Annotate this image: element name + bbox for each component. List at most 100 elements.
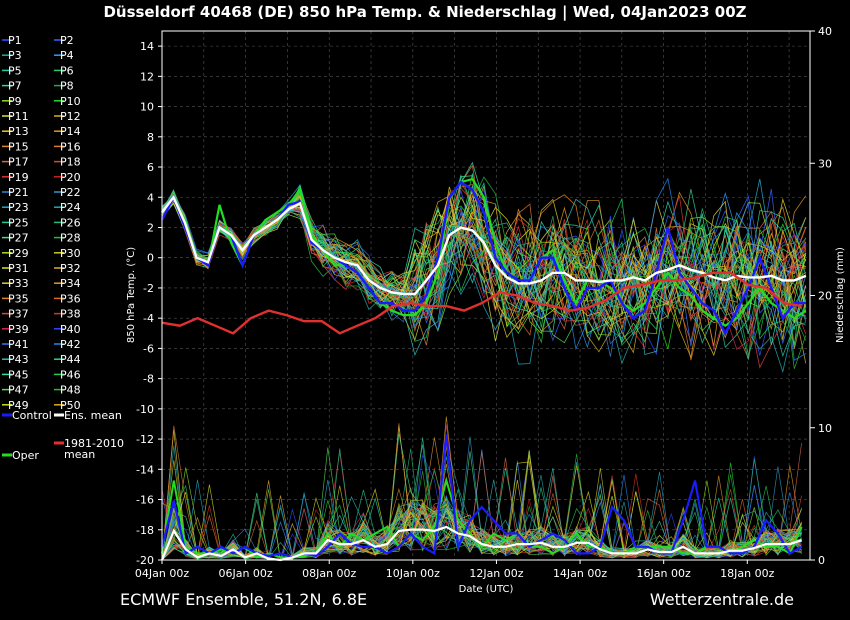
legend-label-P18: P18 — [60, 156, 81, 169]
climate-temp-line — [161, 271, 802, 335]
legend-label-P46: P46 — [60, 368, 81, 381]
legend-label-P4: P4 — [60, 49, 74, 62]
y-tick-label: -4 — [143, 312, 154, 325]
y-tick-label: -18 — [136, 524, 154, 537]
legend-label-P32: P32 — [60, 262, 81, 275]
footer-site: Wetterzentrale.de — [650, 590, 794, 609]
y-tick-label: 10 — [140, 101, 154, 114]
x-tick-label: 14Jan 00z — [553, 567, 607, 580]
legend-label-P3: P3 — [8, 49, 22, 62]
legend-label-P11: P11 — [8, 110, 29, 123]
y-tick-label: -16 — [136, 494, 154, 507]
legend-label-P23: P23 — [8, 201, 29, 214]
y2-tick-label: 10 — [818, 422, 832, 435]
member-precip-line-P47 — [161, 447, 802, 561]
legend-label-P16: P16 — [60, 140, 81, 153]
legend-label-P15: P15 — [8, 140, 29, 153]
precip-series — [160, 416, 803, 562]
legend-label-P27: P27 — [8, 232, 29, 245]
legend-label-P37: P37 — [8, 308, 29, 321]
control-precip-line — [160, 434, 803, 559]
y2-tick-label: 40 — [818, 25, 832, 38]
y-tick-label: -2 — [143, 282, 154, 295]
legend-label-P48: P48 — [60, 384, 81, 397]
x-tick-label: 08Jan 00z — [302, 567, 356, 580]
member-temp-line-P50 — [161, 194, 806, 359]
legend-label-P21: P21 — [8, 186, 29, 199]
legend-label-P25: P25 — [8, 216, 29, 229]
legend: P1 P2 P3 P4 P5 P6 P7 P8 P9 P10 P11 P12 P13 P14 P15 P16 P… — [2, 34, 124, 462]
x-tick-label: 04Jan 00z — [135, 567, 189, 580]
x-axis-label: Date (UTC) — [459, 584, 514, 595]
legend-label-P10: P10 — [60, 95, 81, 108]
legend-label-special-1: Ens. mean — [64, 409, 122, 422]
chart-title: Düsseldorf 40468 (DE) 850 hPa Temp. & Ni… — [103, 3, 746, 22]
y2-axis-label: Niederschlag (mm) — [835, 247, 846, 343]
legend-label-P35: P35 — [8, 292, 29, 305]
legend-label-P9: P9 — [8, 95, 22, 108]
legend-label-P47: P47 — [8, 384, 29, 397]
legend-label-P39: P39 — [8, 323, 29, 336]
x-tick-label: 18Jan 00z — [720, 567, 774, 580]
legend-label-P14: P14 — [60, 125, 81, 138]
y-tick-label: 6 — [147, 161, 154, 174]
y2-tick-label: 20 — [818, 290, 832, 303]
legend-label-special-2: 1981-2010 mean — [64, 437, 124, 461]
legend-label-P45: P45 — [8, 368, 29, 381]
y-tick-label: 8 — [147, 131, 154, 144]
legend-label-P30: P30 — [60, 247, 81, 260]
ens-mean-precip-line — [160, 525, 802, 562]
y-tick-label: 12 — [140, 70, 154, 83]
legend-label-P31: P31 — [8, 262, 29, 275]
ens-mean-temp-line — [161, 194, 807, 296]
x-tick-label: 10Jan 00z — [386, 567, 440, 580]
legend-label-P13: P13 — [8, 125, 29, 138]
legend-label-P24: P24 — [60, 201, 81, 214]
y-axis-label: 850 hPa Temp. (°C) — [126, 247, 137, 343]
y-tick-label: 0 — [147, 252, 154, 265]
temp-series — [160, 161, 807, 374]
member-temp-line-P47 — [161, 190, 807, 344]
y-tick-label: -14 — [136, 463, 154, 476]
legend-label-P8: P8 — [60, 80, 74, 93]
legend-label-P17: P17 — [8, 156, 29, 169]
y-tick-label: -6 — [143, 342, 154, 355]
legend-label-P38: P38 — [60, 308, 81, 321]
y-tick-label: 2 — [147, 221, 154, 234]
legend-label-P33: P33 — [8, 277, 29, 290]
x-tick-label: 16Jan 00z — [637, 567, 691, 580]
legend-label-P5: P5 — [8, 64, 22, 77]
legend-label-P6: P6 — [60, 64, 74, 77]
member-temp-line-P44 — [161, 185, 807, 310]
y2-tick-label: 0 — [818, 554, 825, 567]
y-tick-label: 4 — [147, 191, 154, 204]
axes: 14121086420-2-4-6-8-10-12-14-16-18-20403… — [135, 25, 832, 580]
legend-label-P41: P41 — [8, 338, 29, 351]
x-tick-label: 12Jan 00z — [469, 567, 523, 580]
footer-model: ECMWF Ensemble, 51.2N, 6.8E — [120, 590, 367, 609]
legend-label-P36: P36 — [60, 292, 81, 305]
legend-label-P20: P20 — [60, 171, 81, 184]
y-tick-label: -10 — [136, 403, 154, 416]
legend-label-P44: P44 — [60, 353, 81, 366]
y-tick-label: -8 — [143, 373, 154, 386]
legend-label-special-3: Oper — [12, 449, 39, 462]
legend-label-special-0: Control — [12, 409, 52, 422]
legend-label-P28: P28 — [60, 232, 81, 245]
legend-label-P2: P2 — [60, 34, 74, 47]
y-tick-label: 14 — [140, 40, 154, 53]
legend-label-P26: P26 — [60, 216, 81, 229]
member-temp-line-P48 — [161, 197, 807, 369]
y-tick-label: -12 — [136, 433, 154, 446]
member-temp-line-P43 — [161, 194, 807, 360]
legend-label-P34: P34 — [60, 277, 81, 290]
oper-temp-line — [161, 177, 807, 328]
y-tick-label: -20 — [136, 554, 154, 567]
legend-label-P40: P40 — [60, 323, 81, 336]
legend-label-P49: P49 — [8, 399, 29, 412]
legend-label-P12: P12 — [60, 110, 81, 123]
legend-label-P7: P7 — [8, 80, 22, 93]
legend-label-P29: P29 — [8, 247, 29, 260]
legend-label-P43: P43 — [8, 353, 29, 366]
